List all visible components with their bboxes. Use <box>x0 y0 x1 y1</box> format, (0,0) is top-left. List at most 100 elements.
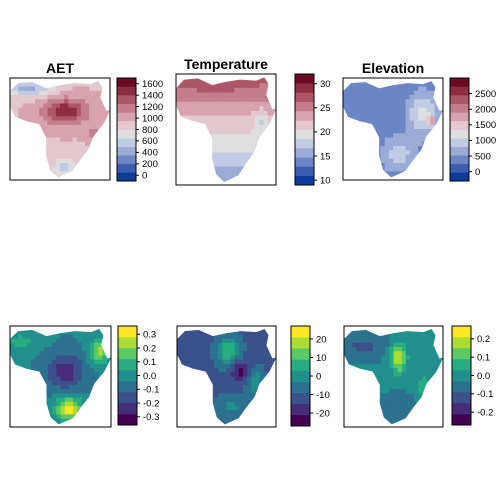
map-cell <box>14 414 19 419</box>
map-cell <box>201 380 207 386</box>
map-cell <box>389 330 394 335</box>
map-cell <box>348 330 353 335</box>
map-cell <box>60 334 66 340</box>
map-cell <box>405 158 411 164</box>
map-cell <box>35 86 40 92</box>
map-cell <box>384 90 390 96</box>
map-cell <box>43 380 49 386</box>
map-cell <box>410 401 415 407</box>
map-cell <box>405 82 411 87</box>
map-cell <box>389 393 394 398</box>
map-cell <box>401 120 406 126</box>
map-cell <box>60 410 66 415</box>
map-cell <box>177 418 182 424</box>
map-cell <box>64 82 69 87</box>
legend-tick-label: 0.2 <box>143 343 156 354</box>
map-cell <box>193 363 199 369</box>
map-cell <box>39 347 45 352</box>
map-cell <box>234 414 240 419</box>
map-cell <box>430 401 436 407</box>
map-cell <box>364 347 370 352</box>
map-cell <box>201 148 206 154</box>
map-cell <box>196 129 202 135</box>
map-cell <box>368 351 374 356</box>
map-cell <box>209 143 214 149</box>
map-cell <box>205 124 210 130</box>
map-cell <box>414 368 419 373</box>
map-cell <box>56 368 61 373</box>
map-cell <box>180 129 185 135</box>
map-cell <box>98 372 103 377</box>
map-cell <box>267 92 273 98</box>
map-cell <box>368 133 373 138</box>
map-cell <box>259 143 264 149</box>
map-cell <box>259 384 265 390</box>
map-cell <box>372 410 378 415</box>
map-cell <box>218 401 223 407</box>
map-cell <box>363 163 369 168</box>
map-cell <box>197 380 203 386</box>
map-cell <box>205 97 210 103</box>
map-cell <box>10 405 15 411</box>
map-cell <box>68 81 73 83</box>
map-cell <box>55 171 61 177</box>
map-cell <box>196 166 202 172</box>
legend-tick-label: 500 <box>475 151 491 162</box>
map-cell <box>230 111 235 117</box>
map-cell <box>359 171 365 177</box>
map-cell <box>251 401 256 407</box>
map-cell <box>31 401 36 407</box>
panel-title: AET <box>46 60 74 76</box>
map-cell <box>344 368 349 373</box>
map-cell <box>213 166 219 172</box>
map-cell <box>397 129 402 134</box>
map-cell <box>89 393 95 398</box>
map-cell <box>60 129 65 134</box>
map-cell <box>397 359 403 365</box>
map-cell <box>267 359 273 365</box>
map-cell <box>217 83 223 89</box>
map-cell <box>259 148 264 154</box>
map-cell <box>76 158 82 164</box>
map-cell <box>230 347 236 352</box>
map-cell <box>56 330 61 335</box>
map-cell <box>181 393 186 398</box>
map-cell <box>98 355 103 361</box>
legend-swatch <box>452 326 471 338</box>
map-cell <box>368 90 373 96</box>
map-cell <box>60 133 65 138</box>
map-cell <box>356 351 361 356</box>
map-cell <box>434 82 440 87</box>
map-cell <box>47 133 53 138</box>
map-cell <box>205 405 211 411</box>
map-cell <box>52 329 57 331</box>
map-cell <box>55 167 61 172</box>
map-cell <box>47 351 53 356</box>
map-cell <box>18 397 24 403</box>
map-cell <box>197 351 203 356</box>
map-cell <box>372 82 377 87</box>
map-cell <box>192 92 198 98</box>
map-cell <box>18 401 24 407</box>
map-cell <box>14 154 19 160</box>
map-cell <box>418 86 423 92</box>
map-cell <box>422 154 427 160</box>
map-cell <box>56 351 61 356</box>
map-cell <box>39 389 45 394</box>
map-cell <box>401 405 407 411</box>
map-cell <box>64 103 69 109</box>
map-cell <box>397 418 403 424</box>
map-cell <box>409 99 415 104</box>
map-cell <box>372 376 378 382</box>
map-cell <box>364 418 370 424</box>
map-cell <box>430 86 436 92</box>
map-cell <box>255 161 260 167</box>
map-cell <box>263 401 269 407</box>
map-cell <box>389 334 394 340</box>
map-cell <box>255 115 260 121</box>
map-cell <box>184 115 189 121</box>
map-cell <box>197 376 203 382</box>
map-cell <box>360 363 366 369</box>
legend-frame <box>449 77 470 182</box>
